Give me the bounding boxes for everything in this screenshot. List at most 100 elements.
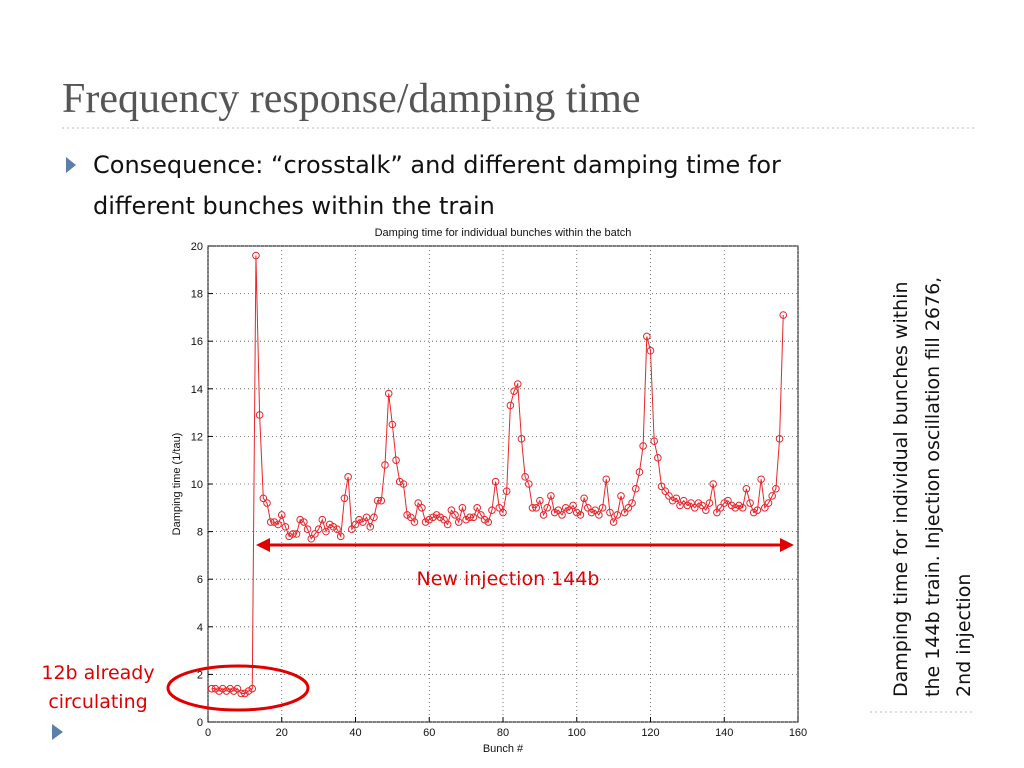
data-point	[536, 496, 544, 505]
y-tick-label: 2	[197, 669, 203, 681]
data-point	[377, 496, 386, 505]
data-point	[724, 496, 732, 505]
data-point	[587, 508, 596, 517]
x-axis-label: Bunch #	[483, 743, 524, 755]
data-point	[414, 499, 422, 507]
data-point	[576, 511, 585, 519]
y-tick-label: 16	[191, 336, 203, 348]
data-point	[532, 504, 540, 512]
side-note: 2nd injection	[953, 574, 975, 697]
data-point	[237, 689, 245, 698]
data-point	[329, 523, 338, 531]
annotation: 12b already	[41, 662, 154, 684]
x-tick-label: 120	[641, 727, 659, 739]
data-point	[458, 504, 467, 512]
data-point	[569, 501, 577, 510]
data-point	[241, 689, 249, 698]
data-point	[266, 518, 275, 526]
data-point	[639, 442, 647, 450]
data-point	[233, 684, 242, 693]
data-point	[624, 504, 633, 512]
data-point	[222, 687, 231, 695]
data-point	[318, 515, 327, 524]
data-point	[281, 523, 290, 531]
data-point	[292, 530, 301, 538]
data-point	[764, 499, 773, 507]
data-point	[502, 487, 511, 495]
data-point	[466, 513, 474, 522]
data-point	[753, 506, 762, 514]
arrow-head	[256, 538, 270, 552]
data-point	[491, 477, 500, 486]
annotation: New injection 144b	[417, 568, 600, 590]
data-point	[591, 506, 599, 514]
data-point	[654, 454, 662, 462]
data-point	[757, 475, 765, 484]
data-point	[606, 508, 614, 517]
data-point	[584, 504, 592, 512]
data-point	[543, 504, 552, 512]
y-tick-label: 8	[197, 527, 203, 539]
data-point	[595, 511, 603, 519]
data-point	[635, 468, 644, 476]
x-tick-label: 60	[423, 727, 435, 739]
x-tick-label: 100	[568, 727, 586, 739]
data-point	[727, 501, 736, 510]
data-point	[768, 492, 776, 500]
data-point	[510, 387, 518, 395]
data-point	[775, 434, 784, 443]
data-point	[517, 434, 526, 443]
data-point	[683, 501, 692, 510]
data-point	[333, 525, 341, 534]
data-point	[407, 513, 415, 522]
data-point	[373, 496, 382, 505]
data-point	[716, 504, 725, 512]
data-point	[395, 477, 404, 486]
nav-icon	[52, 724, 63, 740]
data-point	[285, 532, 293, 541]
data-point	[580, 494, 588, 503]
data-point	[731, 504, 740, 512]
data-point	[259, 494, 268, 503]
chart-title: Damping time for individual bunches with…	[375, 227, 632, 239]
data-point	[477, 511, 485, 519]
data-point	[344, 473, 352, 481]
data-point	[436, 513, 445, 522]
data-point	[668, 496, 677, 505]
data-point	[709, 480, 717, 488]
data-point	[631, 484, 640, 493]
data-point	[488, 506, 496, 514]
data-point	[672, 494, 681, 503]
data-point	[735, 501, 743, 510]
annotation-ellipse	[166, 664, 310, 712]
data-point	[761, 504, 769, 512]
data-point	[613, 511, 622, 519]
data-point	[211, 684, 220, 693]
data-point	[418, 504, 426, 512]
data-point	[443, 520, 452, 529]
data-point	[528, 504, 537, 512]
data-point	[550, 508, 559, 517]
data-point	[362, 513, 371, 522]
y-tick-label: 4	[197, 622, 203, 634]
data-point	[650, 437, 658, 445]
data-point	[657, 482, 666, 491]
data-point	[307, 534, 316, 543]
data-point	[252, 251, 260, 260]
data-point	[366, 523, 375, 531]
data-point	[628, 499, 636, 507]
x-tick-label: 40	[349, 727, 361, 739]
data-point	[429, 513, 437, 522]
data-point	[277, 511, 286, 519]
arrow-head	[780, 538, 794, 552]
data-point	[462, 515, 470, 524]
data-point	[705, 499, 714, 507]
data-point	[565, 506, 574, 514]
y-tick-label: 20	[191, 241, 203, 253]
data-point	[454, 518, 463, 526]
data-point	[539, 511, 548, 519]
data-point	[311, 530, 319, 538]
data-point	[698, 501, 706, 510]
data-point	[598, 504, 607, 512]
